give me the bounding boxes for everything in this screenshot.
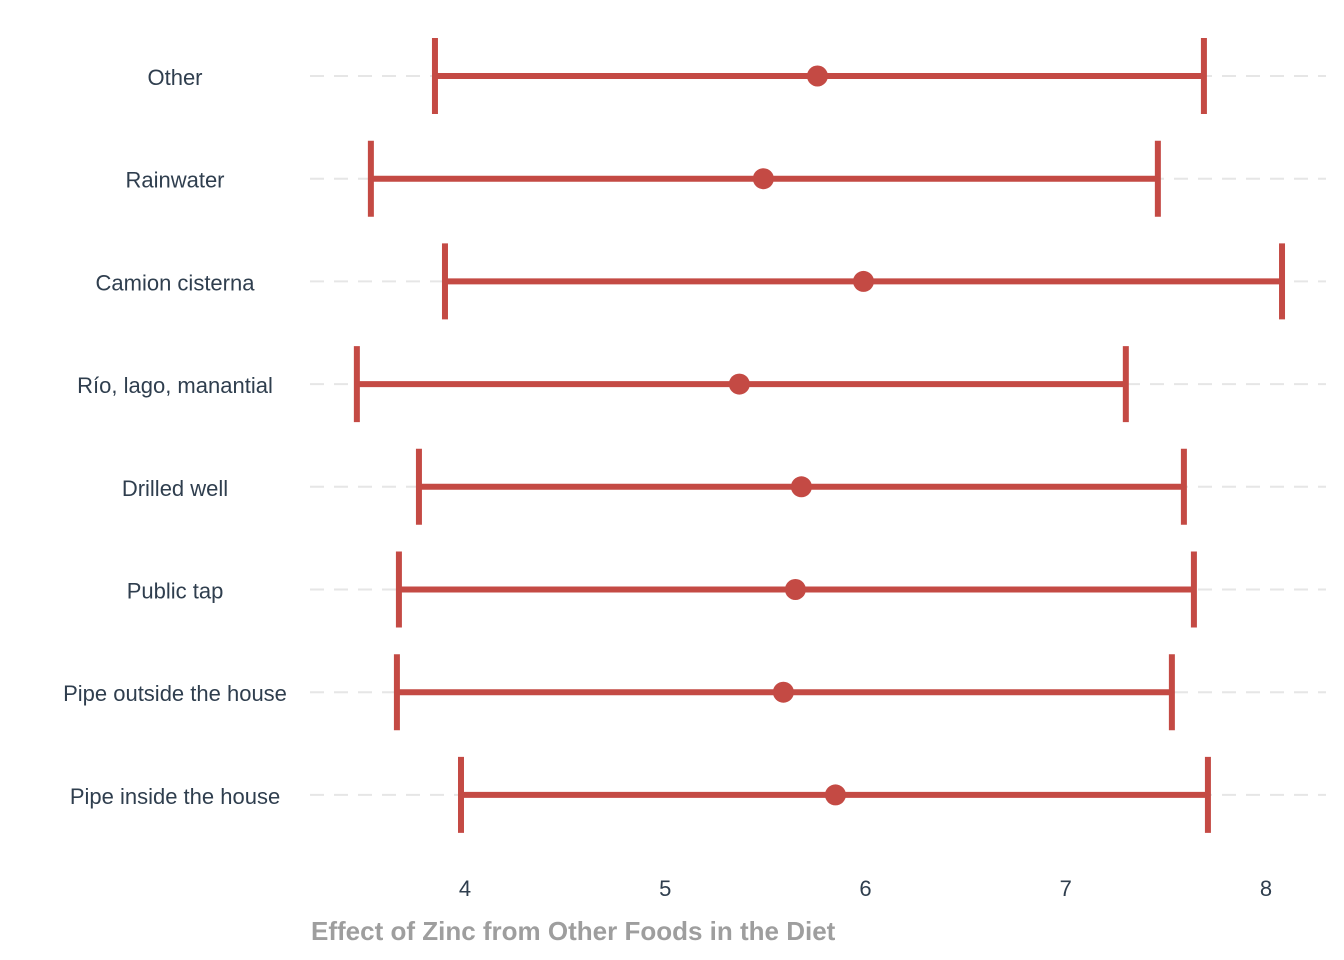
- x-tick-label: 6: [859, 876, 871, 901]
- x-axis-ticks: 4 5 6 7 8: [459, 876, 1272, 901]
- category-label: Drilled well: [122, 476, 228, 501]
- point-estimate: [790, 476, 812, 498]
- category-label: Camion cisterna: [96, 270, 256, 295]
- x-axis-title: Effect of Zinc from Other Foods in the D…: [311, 916, 836, 946]
- category-labels: Other Rainwater Camion cisterna Río, lago, …: [63, 65, 287, 809]
- x-tick-label: 4: [459, 876, 471, 901]
- point-estimate: [784, 579, 806, 600]
- point-estimate: [852, 270, 874, 292]
- category-label: Pipe inside the house: [70, 784, 280, 809]
- x-tick-label: 8: [1260, 876, 1272, 901]
- error-bars: [353, 38, 1286, 833]
- category-label: Pipe outside the house: [63, 681, 287, 706]
- category-label: Río, lago, manantial: [77, 373, 273, 398]
- category-label: Public tap: [127, 579, 224, 604]
- point-estimate: [806, 65, 828, 87]
- point-estimate: [728, 373, 750, 395]
- x-tick-label: 7: [1060, 876, 1072, 901]
- category-label: Rainwater: [125, 168, 224, 193]
- category-label: Other: [147, 65, 202, 90]
- point-estimates: [728, 65, 874, 806]
- point-estimate: [824, 784, 846, 806]
- x-tick-label: 5: [659, 876, 671, 901]
- point-estimate: [752, 168, 774, 190]
- point-estimate: [772, 681, 794, 703]
